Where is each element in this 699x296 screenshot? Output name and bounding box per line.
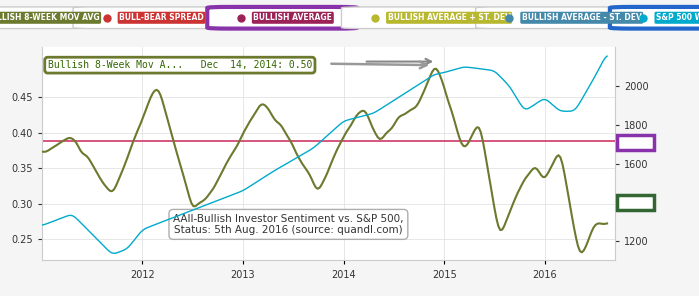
Text: BULLISH 8-WEEK MOV AVG: BULLISH 8-WEEK MOV AVG — [0, 13, 99, 22]
Text: Bullish 8-Week Mov A...   Dec  14, 2014: 0.50: Bullish 8-Week Mov A... Dec 14, 2014: 0.… — [48, 60, 312, 70]
Text: AAII-Bullish Investor Sentiment vs. S&P 500,
Status: 5th Aug. 2016 (source: quan: AAII-Bullish Investor Sentiment vs. S&P … — [173, 214, 403, 235]
FancyBboxPatch shape — [207, 7, 357, 29]
Text: BULL-BEAR SPREAD: BULL-BEAR SPREAD — [119, 13, 204, 22]
FancyBboxPatch shape — [0, 7, 89, 29]
Text: BULLISH AVERAGE + ST. DEV: BULLISH AVERAGE + ST. DEV — [388, 13, 510, 22]
Text: BULLISH AVERAGE - ST. DEV: BULLISH AVERAGE - ST. DEV — [521, 13, 642, 22]
FancyBboxPatch shape — [475, 7, 626, 29]
FancyBboxPatch shape — [617, 135, 654, 150]
FancyBboxPatch shape — [342, 7, 492, 29]
FancyBboxPatch shape — [610, 7, 699, 29]
FancyBboxPatch shape — [617, 195, 654, 210]
Text: S&P 500 WE: S&P 500 WE — [656, 13, 699, 22]
FancyBboxPatch shape — [73, 7, 224, 29]
Text: BULLISH AVERAGE: BULLISH AVERAGE — [254, 13, 332, 22]
